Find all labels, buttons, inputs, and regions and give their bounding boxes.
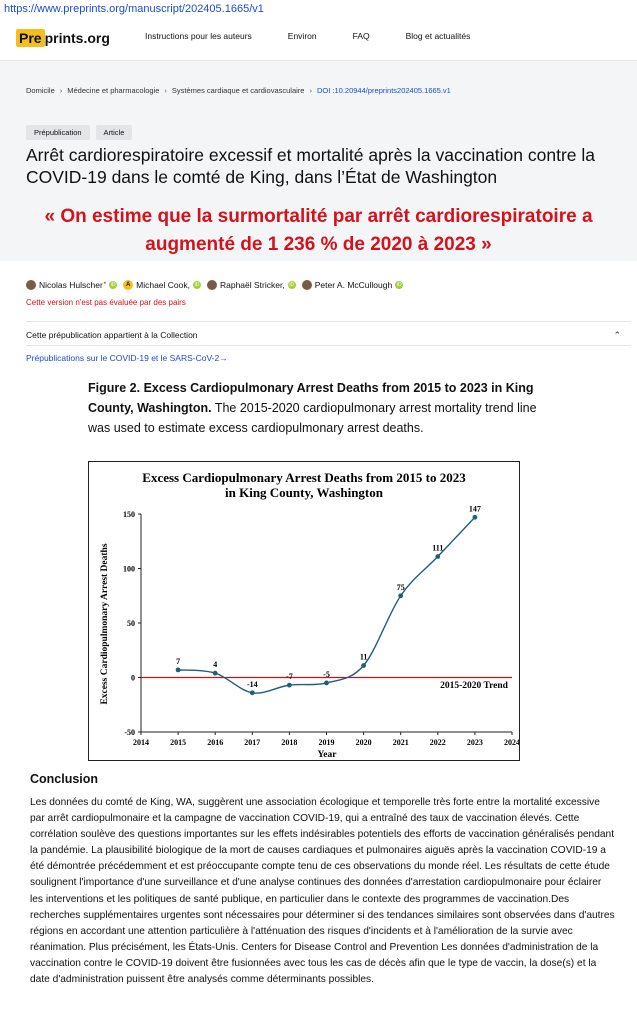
- orcid-icon[interactable]: iD: [109, 281, 118, 289]
- orcid-icon[interactable]: iD: [287, 281, 296, 289]
- data-point: [472, 514, 478, 520]
- avatar: [206, 280, 217, 290]
- x-tick-label: 2022: [430, 738, 446, 747]
- overlay-quote: « On estime que la surmortalité par arrê…: [44, 206, 593, 255]
- logo-rest: prints.org: [44, 30, 110, 46]
- data-point: [287, 682, 292, 688]
- chart-title: Excess Cardiopulmonary Arrest Deaths fro…: [142, 470, 466, 485]
- figure-caption-text: The 2015-2020 cardiopulmonary arrest mor…: [88, 401, 537, 435]
- figure-caption: Figure 2. Excess Cardiopulmonary Arrest …: [88, 378, 558, 438]
- data-point: [324, 680, 329, 686]
- main-nav: Instructions pour les auteurs Environ FA…: [145, 31, 506, 41]
- x-tick-label: 2020: [356, 738, 372, 747]
- y-axis-label: Excess Cardiopulmonary Arrest Deaths: [100, 543, 110, 704]
- avatar: [301, 280, 312, 290]
- author-list: Nicolas Hulscher * iD A Michael Cook, iD …: [26, 280, 409, 290]
- breadcrumb-doi[interactable]: DOI :10.20944/preprints202405.1665.v1: [316, 86, 451, 95]
- collection-label: Cette prépublication appartient à la Col…: [26, 330, 198, 340]
- x-tick-label: 2023: [467, 738, 483, 747]
- author-name: Raphaël Stricker,: [219, 280, 285, 290]
- site-header: Pre prints.org Instructions pour les aute…: [0, 18, 637, 61]
- badge-article: Article: [95, 125, 133, 140]
- chevron-right-icon: ›: [59, 86, 63, 95]
- breadcrumb-medicine[interactable]: Médecine et pharmacologie: [67, 86, 160, 95]
- data-label: 147: [469, 504, 481, 513]
- nav-faq[interactable]: FAQ: [352, 31, 370, 41]
- article-badges: Prépublication Article: [26, 125, 133, 140]
- chevron-up-icon[interactable]: ⌃: [613, 330, 621, 340]
- y-tick-label: 150: [123, 510, 135, 519]
- x-tick-label: 2015: [170, 738, 186, 747]
- not-peer-reviewed-notice: Cette version n'est pas évaluée par des …: [26, 298, 186, 307]
- divider: [26, 345, 631, 346]
- breadcrumb-home[interactable]: Domicile: [26, 86, 55, 95]
- chart-subtitle: in King County, Washington: [225, 485, 384, 500]
- excess-deaths-chart: Excess Cardiopulmonary Arrest Deaths fro…: [88, 461, 520, 761]
- author-hulscher[interactable]: Nicolas Hulscher * iD: [26, 280, 118, 290]
- x-tick-label: 2019: [319, 738, 335, 747]
- author-name: Michael Cook,: [136, 280, 190, 290]
- x-tick-label: 2014: [133, 738, 149, 747]
- badge-preprint: Prépublication: [26, 125, 90, 140]
- nav-instructions[interactable]: Instructions pour les auteurs: [145, 31, 252, 41]
- corresponding-mark: *: [103, 282, 107, 288]
- data-label: 11: [360, 653, 368, 662]
- y-tick-label: 100: [123, 565, 135, 574]
- author-name: Nicolas Hulscher: [39, 280, 103, 290]
- nav-about[interactable]: Environ: [287, 31, 317, 41]
- y-tick-label: 0: [131, 674, 135, 683]
- figure-caption-title: Figure 2. Excess Cardiopulmonary Arrest …: [88, 381, 534, 415]
- x-tick-label: 2021: [393, 738, 409, 747]
- trend-line-label: 2015-2020 Trend: [440, 681, 509, 691]
- data-point: [249, 690, 255, 696]
- author-mccullough[interactable]: Peter A. McCullough iD: [301, 280, 404, 290]
- y-tick-label: -50: [124, 728, 135, 737]
- collection-toggle[interactable]: Cette prépublication appartient à la Col…: [26, 330, 631, 340]
- conclusion-text: Les données du comté de King, WA, suggèr…: [30, 797, 615, 986]
- series-line: [178, 516, 476, 694]
- data-label: 7: [176, 657, 180, 666]
- logo-pre: Pre: [16, 29, 45, 47]
- series-group: 7 4 -14 -7 -5 11 75 111 147: [175, 504, 481, 696]
- collection-link[interactable]: Prépublications sur le COVID-19 et le SA…: [26, 353, 228, 363]
- data-point: [398, 593, 404, 599]
- data-point: [175, 667, 181, 673]
- chevron-right-icon: ›: [309, 86, 312, 95]
- data-label: 4: [213, 660, 217, 669]
- avatar: [26, 280, 36, 290]
- data-point: [435, 554, 441, 559]
- data-label: -5: [323, 670, 330, 679]
- conclusion-heading: Conclusion: [30, 772, 99, 786]
- x-tick-label: 2017: [244, 738, 260, 747]
- breadcrumb-cardio[interactable]: Systèmes cardiaque et cardiovasculaire: [171, 86, 305, 95]
- x-axis-label: Year: [318, 750, 338, 760]
- data-point: [212, 670, 218, 676]
- data-label: 75: [397, 583, 405, 592]
- preprints-logo[interactable]: Pre prints.org: [16, 28, 110, 48]
- breadcrumb: Domicile › Médecine et pharmacologie › Systè…: [26, 86, 451, 95]
- chart-axes: -50 0 50 100 150 2014 2015 2016 2017 2018 2019 2020…: [123, 510, 519, 747]
- orcid-icon[interactable]: iD: [192, 281, 201, 289]
- x-tick-label: 2018: [281, 738, 297, 747]
- author-stricker[interactable]: Raphaël Stricker, iD: [206, 280, 296, 290]
- data-label: 111: [432, 544, 443, 553]
- x-tick-label: 2016: [207, 738, 223, 747]
- avatar: A: [123, 280, 134, 290]
- data-label: -14: [247, 680, 258, 689]
- nav-blog[interactable]: Blog et actualités: [405, 31, 471, 41]
- author-cook[interactable]: A Michael Cook, iD: [123, 280, 201, 290]
- chevron-right-icon: ›: [164, 86, 167, 95]
- x-tick-label: 2024: [504, 738, 519, 747]
- y-tick-label: 50: [127, 619, 135, 628]
- author-name: Peter A. McCullough: [314, 280, 393, 290]
- address-bar[interactable]: https://www.preprints.org/manuscript/202…: [4, 3, 264, 15]
- orcid-icon[interactable]: iD: [395, 281, 404, 289]
- data-label: -7: [286, 672, 293, 681]
- article-title: Arrêt cardiorespiratoire excessif et mor…: [26, 145, 595, 187]
- divider: [26, 321, 631, 322]
- article-header-band: [0, 61, 637, 261]
- data-point: [361, 663, 366, 668]
